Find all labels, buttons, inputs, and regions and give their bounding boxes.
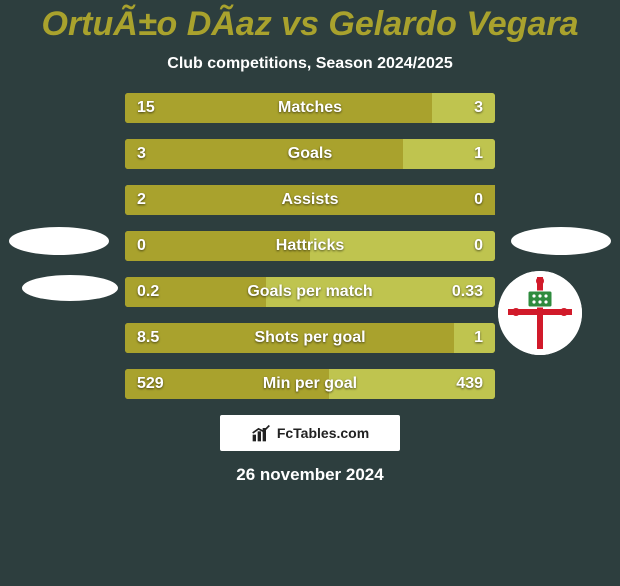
stat-label: Assists: [282, 191, 339, 209]
fctables-logo-icon: [251, 423, 271, 443]
stat-value-left: 2: [125, 191, 146, 209]
stat-value-left: 3: [125, 145, 146, 163]
player-right-club-crest: [498, 271, 582, 355]
stat-label: Hattricks: [276, 237, 344, 255]
stat-value-right: 0: [474, 237, 495, 255]
stat-value-left: 0.2: [125, 283, 159, 301]
stat-value-right: 1: [474, 145, 495, 163]
stat-value-left: 15: [125, 99, 155, 117]
player-left-club-crest: [18, 268, 122, 372]
bar-left: [125, 139, 403, 169]
stat-label: Goals: [288, 145, 332, 163]
subtitle: Club competitions, Season 2024/2025: [0, 55, 620, 73]
stat-value-left: 8.5: [125, 329, 159, 347]
stat-value-right: 0: [474, 191, 495, 209]
page-title: OrtuÃ±o DÃ­az vs Gelardo Vegara: [0, 6, 620, 43]
stat-label: Goals per match: [247, 283, 372, 301]
stat-row: 2 Assists 0: [125, 185, 495, 215]
crest-placeholder-icon: [18, 268, 122, 372]
stat-value-right: 1: [474, 329, 495, 347]
stat-row: 8.5 Shots per goal 1: [125, 323, 495, 353]
stat-label: Matches: [278, 99, 342, 117]
stat-value-right: 0.33: [452, 283, 495, 301]
stat-value-left: 529: [125, 375, 164, 393]
stat-value-right: 3: [474, 99, 495, 117]
stat-row: 0 Hattricks 0: [125, 231, 495, 261]
stat-label: Min per goal: [263, 375, 357, 393]
stat-label: Shots per goal: [254, 329, 365, 347]
date-text: 26 november 2024: [0, 465, 620, 485]
watermark-text: FcTables.com: [277, 425, 369, 441]
club-crest-icon: [498, 271, 582, 355]
stat-value-right: 439: [456, 375, 495, 393]
stat-value-left: 0: [125, 237, 146, 255]
stat-rows: 15 Matches 3 3 Goals 1 2 Assists 0 0 Hattricks 0 0.2…: [125, 93, 495, 399]
stat-row: 529 Min per goal 439: [125, 369, 495, 399]
stat-row: 3 Goals 1: [125, 139, 495, 169]
stat-row: 15 Matches 3: [125, 93, 495, 123]
comparison-chart: 15 Matches 3 3 Goals 1 2 Assists 0 0 Hattricks 0 0.2…: [0, 93, 620, 399]
stat-row: 0.2 Goals per match 0.33: [125, 277, 495, 307]
watermark: FcTables.com: [220, 415, 400, 451]
